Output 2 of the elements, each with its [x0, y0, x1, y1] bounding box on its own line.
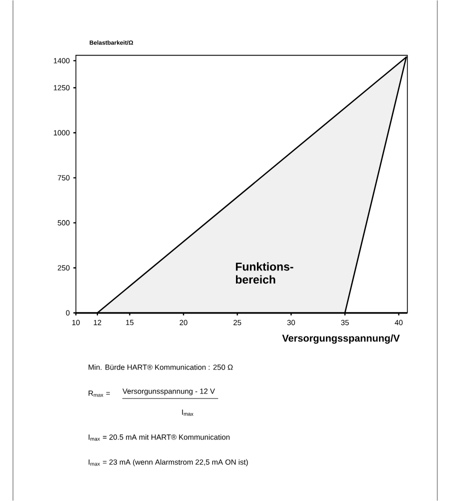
x-axis-title: Versorgungsspannung/V [282, 334, 400, 344]
annotation: Funktions- bereich [236, 262, 294, 284]
